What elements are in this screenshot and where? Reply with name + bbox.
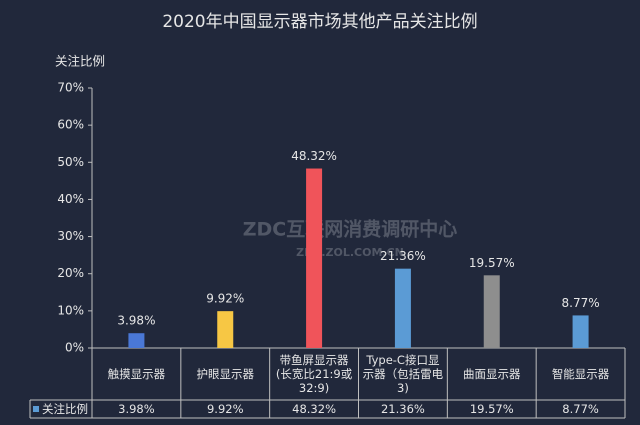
table-value: 21.36% — [380, 402, 425, 416]
table-value: 48.32% — [292, 402, 336, 416]
x-tick-label: 护眼显示器 — [196, 367, 254, 381]
y-tick-label: 60% — [57, 118, 84, 132]
watermark: ZDC互联网消费调研中心 — [243, 218, 458, 241]
y-tick-label: 0% — [65, 341, 84, 355]
y-axis-title: 关注比例 — [55, 54, 105, 69]
x-tick-label: 触摸显示器 — [107, 367, 166, 381]
bar — [572, 315, 589, 348]
y-tick-label: 20% — [57, 266, 84, 280]
y-tick-label: 30% — [57, 229, 84, 243]
bar — [306, 168, 323, 348]
bar — [217, 311, 234, 348]
data-label: 8.77% — [562, 296, 600, 310]
table-value: 8.77% — [562, 402, 599, 416]
legend-swatch — [33, 406, 39, 412]
legend-label: 关注比例 — [42, 402, 88, 416]
data-label: 21.36% — [380, 249, 426, 263]
table-value: 19.57% — [469, 402, 514, 416]
data-label: 9.92% — [206, 292, 244, 306]
bar — [394, 268, 411, 348]
data-label: 48.32% — [291, 149, 337, 163]
x-tick-label: 带鱼屏显示器(长宽比21:9或32:9) — [275, 353, 353, 395]
table-value: 3.98% — [118, 402, 155, 416]
data-label: 3.98% — [117, 314, 155, 328]
table-value: 9.92% — [206, 402, 244, 416]
bar — [483, 275, 500, 348]
x-tick-label: Type-C接口显示器（包括雷电3) — [362, 353, 444, 395]
y-tick-label: 10% — [57, 303, 84, 317]
x-tick-label: 曲面显示器 — [462, 367, 521, 381]
chart-title: 2020年中国显示器市场其他产品关注比例 — [162, 12, 477, 32]
x-tick-label: 智能显示器 — [551, 367, 610, 381]
y-tick-label: 50% — [57, 155, 84, 169]
bar — [128, 333, 145, 348]
y-tick-label: 40% — [57, 192, 84, 206]
y-tick-label: 70% — [57, 81, 84, 95]
watermark: ZDC.ZOL.COM.CN — [296, 246, 404, 259]
data-label: 19.57% — [469, 256, 515, 270]
